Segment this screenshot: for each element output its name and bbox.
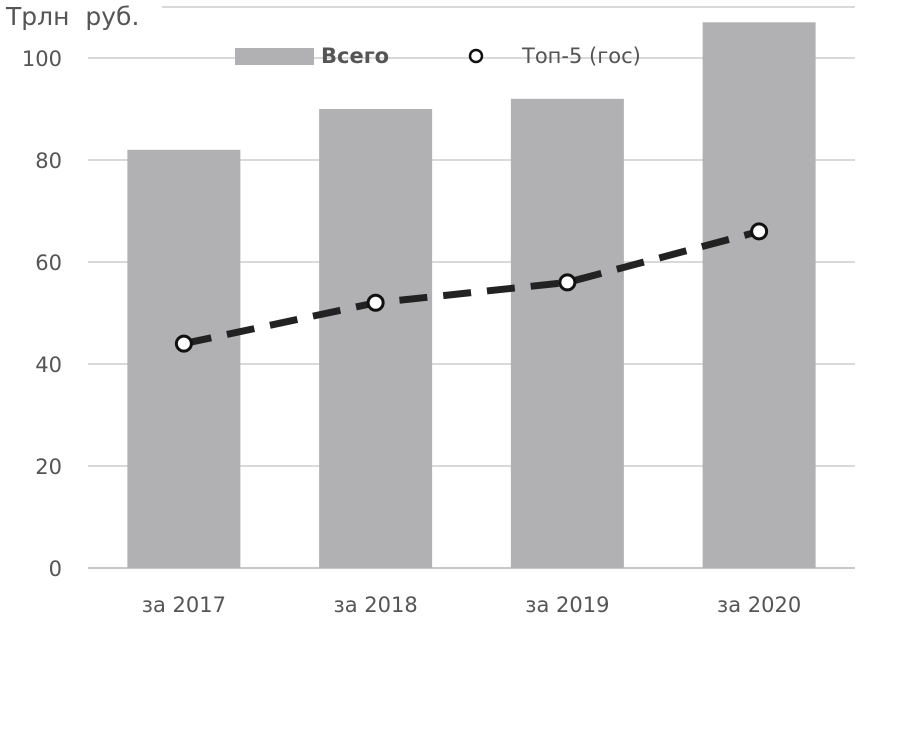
y-unit-label: Трлн руб. xyxy=(6,2,140,31)
series-line xyxy=(183,228,761,348)
legend-label-line: Топ-5 (гос) xyxy=(521,44,641,68)
x-tick-label: за 2020 xyxy=(717,593,801,617)
data-point xyxy=(558,273,577,292)
legend-label-bars: Всего xyxy=(321,44,389,68)
bar xyxy=(319,109,433,568)
legend-swatch-bars xyxy=(235,48,314,65)
y-tick-label: 0 xyxy=(49,557,62,581)
legend-marker-line xyxy=(468,48,484,64)
y-tick-label: 40 xyxy=(35,353,62,377)
x-tick-label: за 2018 xyxy=(334,593,418,617)
data-point xyxy=(174,334,193,353)
data-point xyxy=(366,293,385,312)
y-tick-label: 80 xyxy=(35,149,62,173)
data-point xyxy=(750,222,769,241)
bar xyxy=(127,149,241,569)
y-tick-label: 60 xyxy=(35,251,62,275)
x-tick-label: за 2017 xyxy=(142,593,226,617)
bar xyxy=(510,98,624,569)
x-tick-label: за 2019 xyxy=(525,593,609,617)
bar xyxy=(702,22,816,569)
y-tick-label: 20 xyxy=(35,455,62,479)
y-tick-label: 100 xyxy=(22,47,62,71)
